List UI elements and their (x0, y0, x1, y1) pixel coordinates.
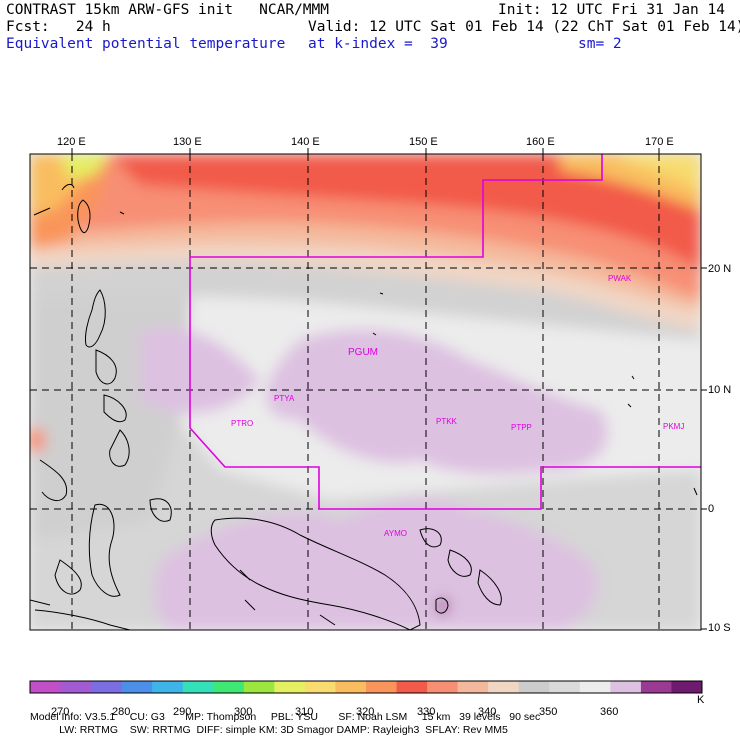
lat-label-10n: 10 N (708, 384, 732, 396)
colorbar-swatch (457, 681, 489, 693)
colorbar-swatch (30, 681, 62, 693)
colorbar-swatch (610, 681, 642, 693)
colorbar-unit: K (697, 694, 705, 706)
colorbar-label-310: 310 (295, 706, 314, 718)
colorbar-swatch (549, 681, 581, 693)
lat-label-10s: 10 S (708, 622, 731, 634)
field-name: Equivalent potential temperature (6, 36, 286, 52)
colorbar-swatch (213, 681, 245, 693)
model-title: CONTRAST 15km ARW-GFS init NCAR/MMM (6, 2, 330, 18)
colorbar-frame (29, 680, 703, 694)
valid-time: Valid: 12 UTC Sat 01 Feb 14 (22 ChT Sat … (308, 19, 740, 35)
colorbar-swatch (579, 681, 611, 693)
colorbar-label-320: 320 (356, 706, 375, 718)
lat-lon-grid (30, 154, 701, 630)
colorbar-swatch (488, 681, 520, 693)
smoothing-value: sm= 2 (578, 36, 622, 52)
lon-label-170e: 170 E (645, 136, 674, 148)
station-aymo: AYMO (384, 529, 407, 538)
colorbar-label-340: 340 (478, 706, 497, 718)
colorbar (30, 681, 703, 693)
lon-label-120e: 120 E (57, 136, 86, 148)
colorbar-label-280: 280 (112, 706, 131, 718)
colorbar-label-300: 300 (234, 706, 253, 718)
colorbar-swatch (182, 681, 214, 693)
lon-label-130e: 130 E (173, 136, 202, 148)
colorbar-label-290: 290 (173, 706, 192, 718)
colorbar-swatch (304, 681, 336, 693)
colorbar-swatch (427, 681, 459, 693)
lon-label-150e: 150 E (409, 136, 438, 148)
colorbar-label-330: 330 (417, 706, 436, 718)
colorbar-swatch (518, 681, 550, 693)
colorbar-swatch (152, 681, 184, 693)
station-pkmj: PKMJ (663, 422, 684, 431)
lon-label-140e: 140 E (291, 136, 320, 148)
station-ptkk: PTKK (436, 417, 458, 426)
model-info-line1: Model Info: V3.5.1 CU: G3 MP: Thompson P… (30, 711, 541, 723)
colorbar-swatch (243, 681, 275, 693)
map-fill: PWAK PGUM PTYA PTRO PTKK PTPP PKMJ AYMO (30, 154, 701, 630)
map-frame (29, 153, 702, 631)
lat-label-20n: 20 N (708, 263, 732, 275)
station-ptpp: PTPP (511, 423, 532, 432)
colorbar-label-360: 360 (600, 706, 619, 718)
colorbar-swatch (335, 681, 367, 693)
colorbar-swatch (60, 681, 92, 693)
colorbar-swatch (121, 681, 153, 693)
colorbar-swatch (396, 681, 428, 693)
colorbar-swatch (91, 681, 123, 693)
lon-label-160e: 160 E (526, 136, 555, 148)
forecast-hour: Fcst: 24 h (6, 19, 111, 35)
axis-ticks (71, 148, 707, 630)
station-ptro: PTRO (231, 419, 253, 428)
colorbar-swatch (640, 681, 672, 693)
model-info-line2: LW: RRTMG SW: RRTMG DIFF: simple KM: 3D … (30, 724, 508, 736)
k-index-level: at k-index = 39 (308, 36, 448, 52)
station-ptya: PTYA (274, 394, 295, 403)
init-time: Init: 12 UTC Fri 31 Jan 14 (498, 2, 725, 18)
lat-label-0: 0 (708, 503, 715, 515)
coastlines (30, 183, 698, 630)
station-pwak: PWAK (608, 274, 632, 283)
colorbar-swatch (366, 681, 398, 693)
colorbar-label-270: 270 (51, 706, 70, 718)
colorbar-label-350: 350 (539, 706, 558, 718)
colorbar-swatch (671, 681, 703, 693)
colorbar-swatch (274, 681, 306, 693)
station-pgum: PGUM (348, 347, 378, 358)
domain-boundary (189, 154, 701, 510)
